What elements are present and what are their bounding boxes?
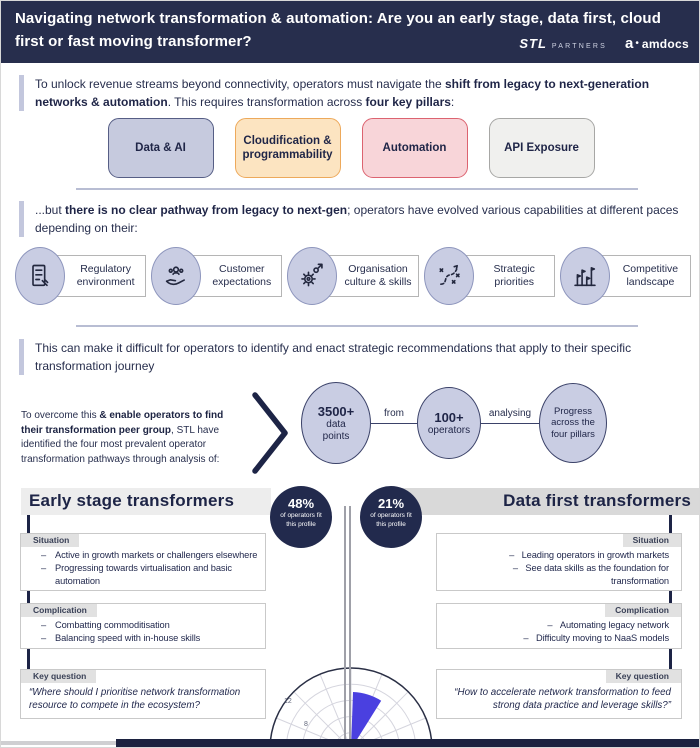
- pillar-data-ai: Data & AI: [107, 118, 214, 178]
- left-profile-title: Early stage transformers: [29, 491, 235, 510]
- column-divider: [349, 506, 351, 739]
- analysis-flow: 3500+ data points from 100+ operators an…: [301, 377, 641, 469]
- polar-chart: 12 8: [261, 657, 441, 747]
- left-situation-box: Situation Active in growth markets or ch…: [20, 533, 266, 591]
- section-divider: [76, 188, 638, 190]
- difficulty-paragraph: This can make it difficult for operators…: [19, 339, 683, 375]
- header-bar: Navigating network transformation & auto…: [1, 1, 699, 63]
- right-situation-box: Situation Leading operators in growth ma…: [436, 533, 682, 591]
- market-bars-icon: [559, 247, 610, 305]
- right-title-banner: [389, 488, 699, 515]
- chevron-right-icon: [251, 391, 291, 480]
- bullet-item: Balancing speed with in-house skills: [41, 632, 259, 645]
- bullet-item: Active in growth markets or challengers …: [41, 549, 259, 562]
- bullet-item: Progressing towards virtualisation and b…: [41, 562, 259, 587]
- regulation-checklist-icon: [15, 247, 65, 305]
- intro-paragraph: To unlock revenue streams beyond connect…: [19, 75, 683, 111]
- pathway-paragraph: ...but there is no clear pathway from le…: [19, 201, 683, 237]
- pillar-api-exposure: API Exposure: [488, 118, 595, 178]
- chart-wedge: [351, 692, 382, 747]
- gears-growth-icon: [287, 247, 338, 305]
- flow-connector: from: [371, 408, 417, 424]
- factor-customer: Customer expectations: [151, 247, 283, 305]
- left-timeline-connector: [27, 515, 30, 683]
- pillar-cloudification: Cloudification & programmability: [234, 118, 341, 178]
- amdocs-logo-mark: a: [624, 35, 634, 52]
- right-complication-box: Complication Automating legacy network D…: [436, 603, 682, 649]
- logo-row: STL PARTNERS a • amdocs: [519, 35, 689, 52]
- amdocs-logo: a • amdocs: [624, 35, 689, 52]
- bullet-item: Automating legacy network: [467, 619, 669, 631]
- strategy-path-icon: [423, 247, 474, 305]
- bullet-item: Difficulty moving to NaaS models: [467, 632, 669, 644]
- left-title-banner: [21, 488, 271, 515]
- factor-organisation: Organisation culture & skills: [287, 247, 419, 305]
- peer-group-paragraph: To overcome this & enable operators to f…: [21, 410, 224, 465]
- pillar-automation: Automation: [361, 118, 468, 178]
- hand-customers-icon: [151, 247, 202, 305]
- progress-node: Progress across the four pillars: [539, 383, 607, 463]
- bullet-item: See data skills as the foundation for tr…: [467, 562, 669, 587]
- bullet-item: Leading operators in growth markets: [467, 549, 670, 561]
- tick-label-12: 12: [284, 698, 292, 705]
- pillars-row: Data & AI Cloudification & programmabili…: [1, 118, 699, 178]
- right-profile-title: Data first transformers: [503, 491, 691, 510]
- operators-node: 100+ operators: [417, 387, 481, 459]
- profiles-section: Early stage transformers Data first tran…: [1, 486, 699, 747]
- bottom-navy-bar: [116, 739, 699, 747]
- left-percent-badge: 48% of operators fit this profile: [270, 486, 332, 548]
- key-question-text: “How to accelerate network transformatio…: [454, 687, 671, 712]
- bullet-item: Combatting commoditisation: [41, 619, 259, 632]
- stl-partners-logo: STL PARTNERS: [519, 36, 607, 51]
- flow-connector: analysing: [481, 408, 539, 424]
- factor-regulatory: Regulatory environment: [15, 247, 147, 305]
- left-key-question-box: Key question “Where should I prioritise …: [20, 669, 266, 719]
- column-divider: [344, 506, 346, 739]
- stl-logo-mark: STL: [519, 36, 547, 51]
- tick-label-8: 8: [304, 721, 308, 728]
- key-question-text: “Where should I prioritise network trans…: [29, 687, 241, 712]
- factor-competitive: Competitive landscape: [559, 247, 692, 305]
- left-complication-box: Complication Combatting commoditisation …: [20, 603, 266, 649]
- factors-row: Regulatory environment Customer expectat…: [15, 247, 692, 305]
- right-percent-badge: 21% of operators fit this profile: [360, 486, 422, 548]
- bottom-grey-bar: [1, 741, 119, 745]
- factor-strategic: Strategic priorities: [423, 247, 555, 305]
- right-timeline-connector: [669, 515, 672, 683]
- page-title: Navigating network transformation & auto…: [15, 10, 661, 50]
- data-points-node: 3500+ data points: [301, 382, 371, 464]
- section-divider: [76, 325, 638, 327]
- right-key-question-box: Key question “How to accelerate network …: [436, 669, 682, 719]
